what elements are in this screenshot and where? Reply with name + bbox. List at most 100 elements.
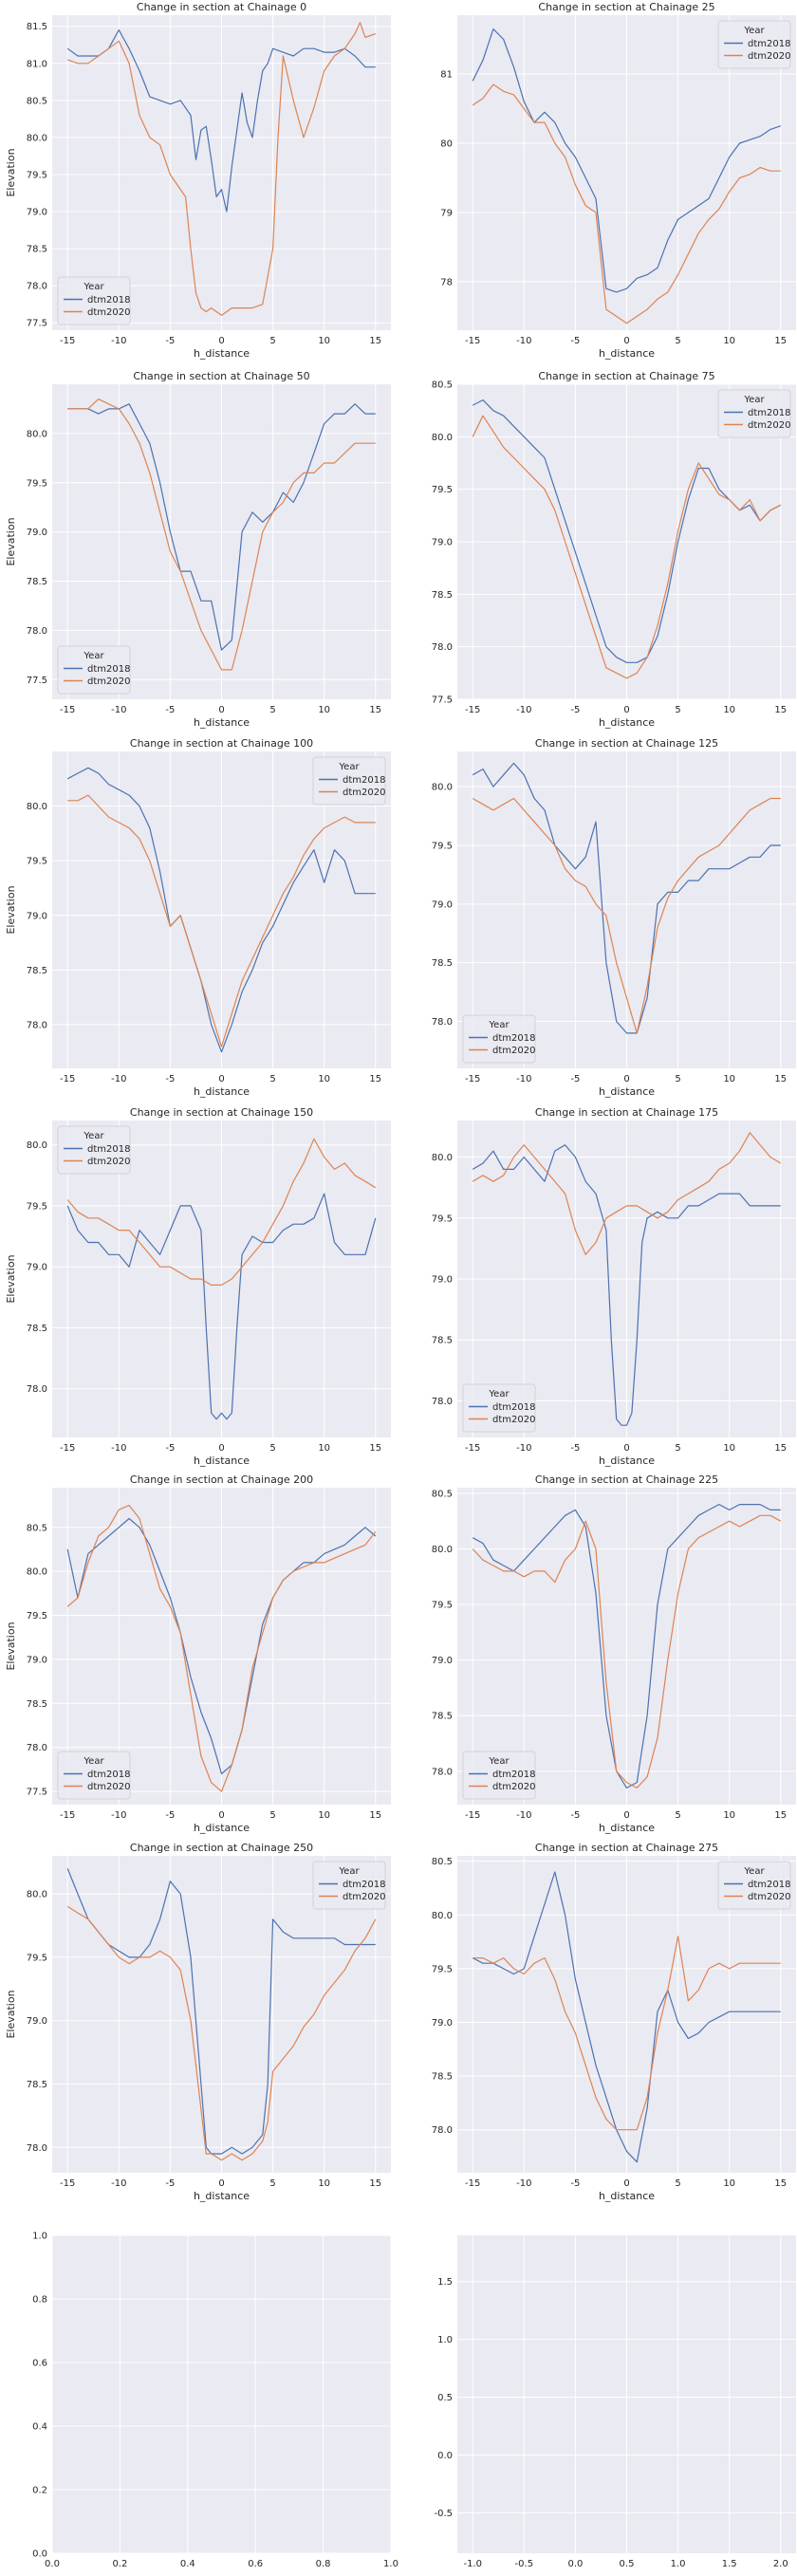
x-tick-label: 0 [218, 2178, 224, 2189]
x-tick-label: -10 [516, 1074, 531, 1084]
chart-panel-11: -15 -10 -5 0 5 10 15 78.0 78.5 79.0 79.5 80.0 80.5 Ch… [432, 1842, 796, 2202]
x-tick-label: 0 [623, 1074, 629, 1084]
legend-label: dtm2018 [87, 664, 130, 675]
series-line-dtm2020 [67, 794, 376, 1047]
x-tick-label: 0 [218, 1074, 224, 1084]
x-tick-label: -5 [165, 1810, 175, 1821]
x-tick-label: -5 [165, 2178, 175, 2189]
y-tick-label: 77.5 [27, 676, 47, 686]
chart-title: Change in section at Chainage 250 [130, 1842, 313, 1854]
x-tick-label: 10 [723, 336, 735, 346]
legend-title: Year [488, 1020, 510, 1030]
x-tick-label: 5 [269, 336, 275, 346]
x-tick-label: -10 [516, 705, 531, 715]
legend-label: dtm2018 [748, 1880, 790, 1890]
x-tick-label: 0 [623, 705, 629, 715]
legend-label: dtm2018 [343, 1880, 385, 1890]
y-tick-label: 78.5 [27, 245, 47, 255]
legend-box [57, 276, 131, 325]
x-tick-label: 0 [218, 1810, 224, 1821]
legend-label: dtm2018 [343, 775, 385, 786]
y-tick-label: 80.5 [27, 1523, 47, 1533]
y-tick-label: 81.5 [27, 22, 47, 32]
y-tick-label: 0.0 [437, 2451, 453, 2461]
x-axis-label: h_distance [599, 716, 655, 729]
legend-label: dtm2018 [492, 1402, 535, 1413]
x-tick-label: -5 [570, 1074, 580, 1084]
y-tick-label: 78.0 [27, 626, 47, 637]
chart-panel-6: -15 -10 -5 0 5 10 15 78.0 78.5 79.0 79.5 80.0 Change… [5, 1106, 391, 1467]
x-tick-label: -15 [465, 1810, 480, 1821]
chart-title: Change in section at Chainage 25 [538, 1, 714, 13]
chart-title: Change in section at Chainage 200 [130, 1473, 313, 1486]
y-tick-label: 77.5 [27, 1788, 47, 1798]
x-tick-label: 15 [774, 1810, 787, 1821]
chart-panel-4: -15 -10 -5 0 5 10 15 78.0 78.5 79.0 79.5 80.0 Change… [5, 737, 391, 1098]
y-tick-label: 80.0 [27, 1567, 47, 1578]
x-tick-label: -15 [465, 705, 480, 715]
series-line-dtm2018 [472, 28, 781, 293]
y-tick-label: 0.2 [32, 2486, 47, 2496]
x-tick-label: 15 [774, 1443, 787, 1454]
y-tick-label: 78.5 [432, 1336, 453, 1346]
x-tick-label: 10 [318, 1074, 330, 1084]
x-axis-label: h_distance [194, 1455, 250, 1467]
y-tick-label: 80.5 [432, 380, 453, 391]
y-axis-label: Elevation [5, 1622, 17, 1670]
chart-title: Change in section at Chainage 125 [535, 737, 718, 750]
x-tick-label: 10 [723, 705, 735, 715]
chart-panel-8: -15 -10 -5 0 5 10 15 77.5 78.0 78.5 79.0 79.5 80.0 80… [5, 1473, 391, 1834]
x-tick-label: -15 [465, 2178, 480, 2189]
y-tick-label: 79.5 [432, 1214, 453, 1224]
y-tick-label: 78.0 [27, 1020, 47, 1030]
x-axis-label: h_distance [599, 2190, 655, 2202]
y-tick-label: 79.0 [432, 2018, 453, 2029]
chart-panel-0: -15 -10 -5 0 5 10 15 77.5 78.0 78.5 79.0 79.5 80.0 80… [5, 1, 391, 360]
x-tick-label: 2.0 [773, 2559, 788, 2569]
x-tick-label: 0.0 [45, 2559, 60, 2569]
series-line-dtm2020 [472, 1514, 782, 1789]
x-tick-label: 5 [269, 1443, 275, 1454]
x-tick-label: 1.5 [722, 2559, 737, 2569]
y-tick-label: 78 [440, 277, 453, 287]
legend-box [717, 389, 791, 438]
legend-title: Year [83, 1131, 104, 1141]
x-tick-label: 10 [723, 1443, 735, 1454]
x-tick-label: 5 [675, 1810, 680, 1821]
x-tick-label: -15 [60, 1443, 75, 1454]
y-axis-label: Elevation [5, 148, 17, 196]
series-line-dtm2018 [472, 762, 781, 1034]
chart-title: Change in section at Chainage 275 [535, 1842, 718, 1854]
x-tick-label: 15 [774, 336, 787, 346]
y-tick-label: 77.5 [432, 695, 453, 706]
legend-title: Year [83, 282, 104, 292]
legend-title: Year [338, 762, 360, 772]
x-tick-label: 15 [774, 705, 787, 715]
y-tick-label: 79.5 [432, 841, 453, 851]
x-tick-label: -5 [570, 1443, 580, 1454]
y-tick-label: 80.0 [432, 783, 453, 793]
x-tick-label: 5 [675, 705, 680, 715]
x-tick-label: 0.8 [316, 2559, 331, 2569]
legend-label: dtm2020 [87, 1157, 130, 1167]
x-tick-label: -10 [111, 336, 126, 346]
x-axis-label: h_distance [194, 347, 250, 360]
chart-title: Change in section at Chainage 50 [133, 370, 309, 382]
x-tick-label: 5 [269, 2178, 275, 2189]
legend-title: Year [338, 1866, 360, 1877]
series-line-dtm2018 [472, 1144, 781, 1426]
y-tick-label: 81.0 [27, 59, 47, 69]
y-tick-label: 78.0 [432, 2125, 453, 2136]
x-tick-label: -15 [60, 705, 75, 715]
x-tick-label: 0.5 [620, 2559, 635, 2569]
x-tick-label: -15 [465, 1074, 480, 1084]
x-tick-label: -5 [165, 1443, 175, 1454]
legend-label: dtm2018 [492, 1770, 535, 1780]
x-tick-label: -15 [60, 1810, 75, 1821]
series-line-dtm2020 [472, 83, 781, 324]
y-tick-label: 78.5 [27, 966, 47, 976]
series-line-dtm2020 [473, 1936, 781, 2131]
chart-panel-5: -15 -10 -5 0 5 10 15 78.0 78.5 79.0 79.5 80.0 Change… [432, 737, 796, 1098]
